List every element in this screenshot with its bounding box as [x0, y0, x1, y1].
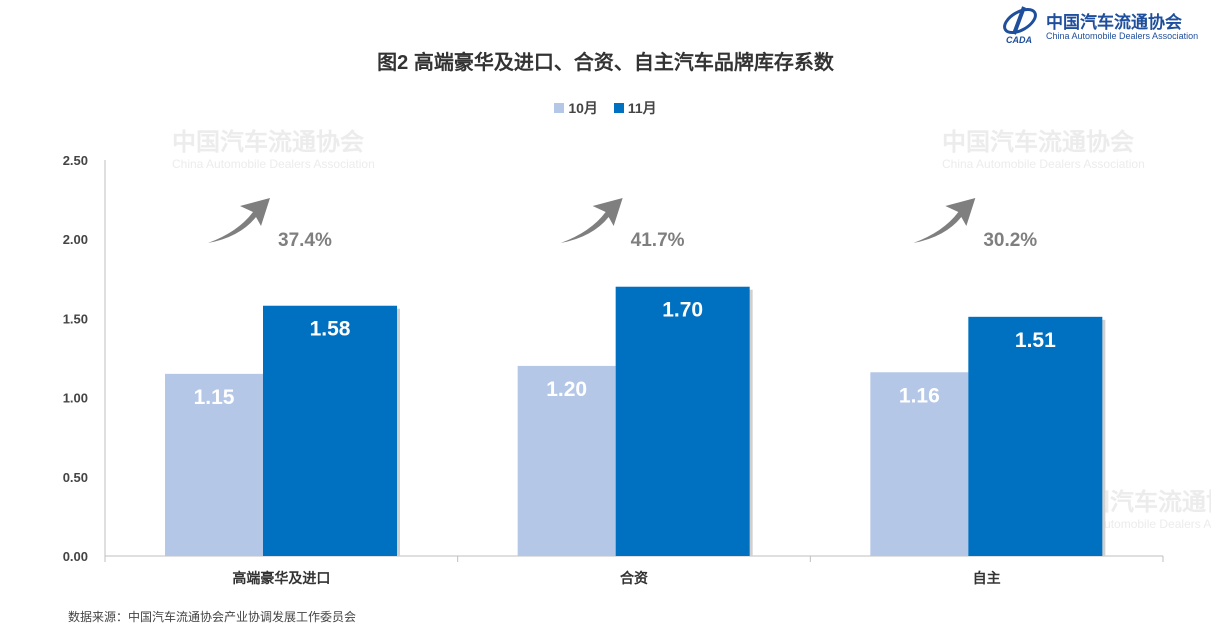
y-tick-label: 1.50 [63, 311, 88, 326]
logo-en-text: China Automobile Dealers Association [1046, 31, 1199, 41]
bar-nov [968, 316, 1103, 556]
cada-logo-icon: CADA [1003, 6, 1037, 44]
y-tick-label: 0.50 [63, 470, 88, 485]
growth-annotation: 41.7% [631, 230, 685, 251]
x-category-label: 合资 [620, 570, 648, 586]
bar-value-label: 1.58 [310, 318, 351, 341]
bar-value-label: 1.20 [546, 378, 587, 401]
y-tick-label: 0.00 [63, 549, 88, 564]
watermark-cn: 中国汽车流通协会 [942, 127, 1134, 156]
legend-swatch [554, 103, 565, 113]
bar-oct [870, 372, 969, 556]
y-tick-label: 2.50 [63, 153, 88, 168]
arrow-up-right-icon [208, 198, 270, 243]
bar-nov [263, 305, 397, 556]
legend-item-oct: 10月 [554, 98, 598, 118]
watermark-en: China Automobile Dealers Association [942, 157, 1145, 171]
bar-value-label: 1.16 [899, 384, 940, 407]
legend: 10月 11月 [0, 98, 1211, 118]
y-tick-label: 2.00 [63, 232, 88, 247]
growth-annotation: 37.4% [278, 230, 332, 251]
watermark-cn: 中国汽车流通协会 [172, 127, 364, 156]
legend-swatch [613, 103, 624, 113]
bar-value-label: 1.70 [662, 299, 703, 322]
growth-annotation: 30.2% [983, 230, 1037, 251]
watermark-en: China Automobile Dealers Association [172, 157, 375, 171]
legend-label: 11月 [627, 100, 657, 116]
y-tick-label: 1.00 [63, 391, 88, 406]
chart-title: 图2 高端豪华及进口、合资、自主汽车品牌库存系数 [377, 52, 834, 74]
legend-item-nov: 11月 [613, 98, 657, 118]
bar-oct [517, 365, 616, 556]
x-category-label: 高端豪华及进口 [232, 570, 330, 586]
source-note: 数据来源：中国汽车流通协会产业协调发展工作委员会 [68, 610, 357, 624]
x-category-label: 自主 [973, 570, 1001, 586]
legend-label: 10月 [568, 100, 598, 116]
bar-value-label: 1.51 [1015, 329, 1056, 352]
arrow-up-right-icon [560, 198, 623, 243]
logo-mark-text: CADA [1006, 35, 1032, 44]
arrow-up-right-icon [913, 198, 976, 243]
cada-logo: CADA 中国汽车流通协会 China Automobile Dealers A… [1000, 4, 1200, 46]
bar-value-label: 1.15 [194, 386, 235, 409]
logo-cn-text: 中国汽车流通协会 [1046, 13, 1182, 33]
bar-oct [165, 373, 263, 556]
bar-nov [615, 286, 750, 556]
